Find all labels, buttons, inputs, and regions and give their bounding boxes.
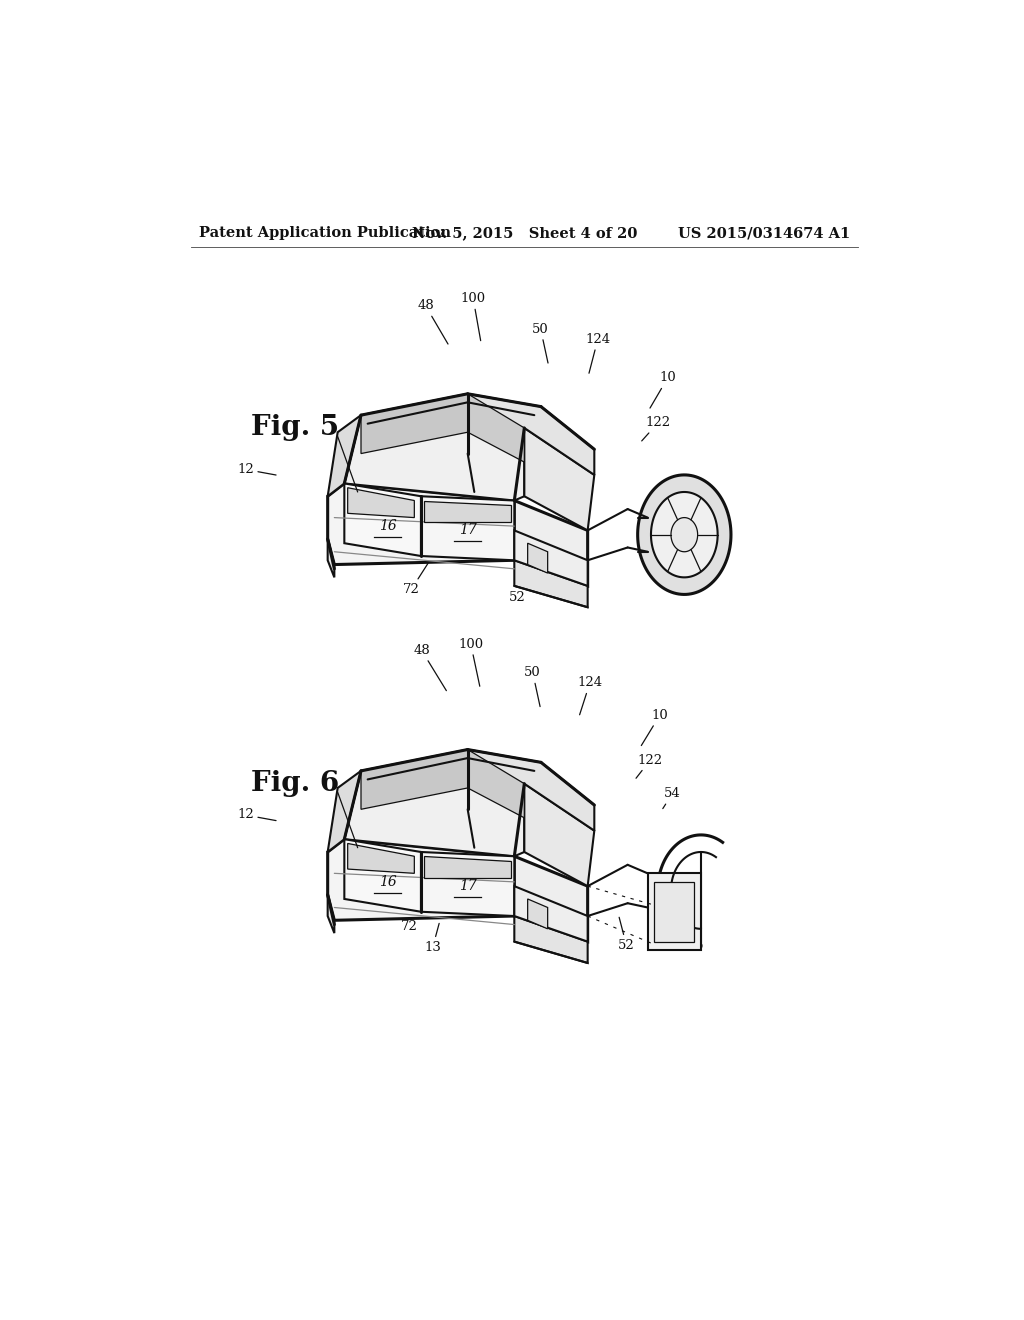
Polygon shape bbox=[424, 857, 511, 878]
Polygon shape bbox=[527, 899, 548, 929]
Polygon shape bbox=[651, 492, 718, 577]
Polygon shape bbox=[361, 393, 594, 475]
Text: 17: 17 bbox=[459, 524, 476, 537]
Polygon shape bbox=[514, 857, 588, 941]
Text: US 2015/0314674 A1: US 2015/0314674 A1 bbox=[678, 226, 850, 240]
Polygon shape bbox=[361, 750, 594, 830]
Text: 12: 12 bbox=[238, 463, 276, 477]
Polygon shape bbox=[344, 416, 524, 500]
Polygon shape bbox=[671, 517, 697, 552]
Polygon shape bbox=[328, 483, 514, 565]
Text: Fig. 6: Fig. 6 bbox=[251, 770, 339, 797]
Text: 50: 50 bbox=[524, 667, 541, 706]
Polygon shape bbox=[468, 393, 524, 462]
Polygon shape bbox=[361, 393, 468, 454]
Polygon shape bbox=[348, 487, 415, 517]
Text: 16: 16 bbox=[379, 875, 396, 888]
Polygon shape bbox=[468, 750, 524, 818]
Text: 122: 122 bbox=[636, 754, 663, 779]
Polygon shape bbox=[654, 882, 694, 941]
Polygon shape bbox=[514, 560, 588, 607]
Polygon shape bbox=[514, 531, 588, 586]
Polygon shape bbox=[328, 895, 334, 933]
Text: 122: 122 bbox=[642, 416, 671, 441]
Polygon shape bbox=[348, 843, 415, 874]
Text: 16: 16 bbox=[379, 519, 396, 533]
Polygon shape bbox=[638, 475, 731, 594]
Text: 52: 52 bbox=[509, 568, 525, 605]
Text: 100: 100 bbox=[459, 638, 483, 686]
Polygon shape bbox=[514, 500, 588, 586]
Text: 12: 12 bbox=[238, 808, 276, 821]
Text: Nov. 5, 2015   Sheet 4 of 20: Nov. 5, 2015 Sheet 4 of 20 bbox=[412, 226, 638, 240]
Text: 54: 54 bbox=[663, 787, 681, 809]
Text: 130: 130 bbox=[532, 919, 557, 948]
Polygon shape bbox=[421, 496, 514, 560]
Polygon shape bbox=[514, 916, 588, 964]
Text: Patent Application Publication: Patent Application Publication bbox=[200, 226, 452, 240]
Text: 10: 10 bbox=[650, 371, 676, 408]
Polygon shape bbox=[344, 483, 421, 556]
Text: 48: 48 bbox=[417, 300, 449, 345]
Polygon shape bbox=[328, 840, 514, 920]
Text: 124: 124 bbox=[578, 676, 602, 714]
Text: 10: 10 bbox=[641, 709, 668, 746]
Polygon shape bbox=[514, 886, 588, 941]
Text: 17: 17 bbox=[459, 879, 476, 894]
Text: 48: 48 bbox=[414, 644, 446, 690]
Polygon shape bbox=[421, 851, 514, 916]
Text: 124: 124 bbox=[586, 333, 610, 374]
Polygon shape bbox=[361, 750, 468, 809]
Polygon shape bbox=[527, 544, 548, 573]
Text: 52: 52 bbox=[618, 917, 635, 952]
Text: 72: 72 bbox=[402, 564, 428, 595]
Text: 100: 100 bbox=[461, 292, 485, 341]
Polygon shape bbox=[424, 500, 511, 521]
Polygon shape bbox=[328, 771, 361, 851]
Polygon shape bbox=[328, 416, 361, 496]
Polygon shape bbox=[344, 771, 524, 857]
Polygon shape bbox=[524, 784, 594, 886]
Polygon shape bbox=[344, 840, 421, 912]
Polygon shape bbox=[647, 874, 701, 950]
Polygon shape bbox=[524, 428, 594, 531]
Text: 72: 72 bbox=[400, 904, 426, 933]
Text: 13: 13 bbox=[424, 924, 441, 953]
Text: 50: 50 bbox=[532, 322, 549, 363]
Text: Fig. 5: Fig. 5 bbox=[251, 414, 339, 441]
Polygon shape bbox=[328, 539, 334, 577]
